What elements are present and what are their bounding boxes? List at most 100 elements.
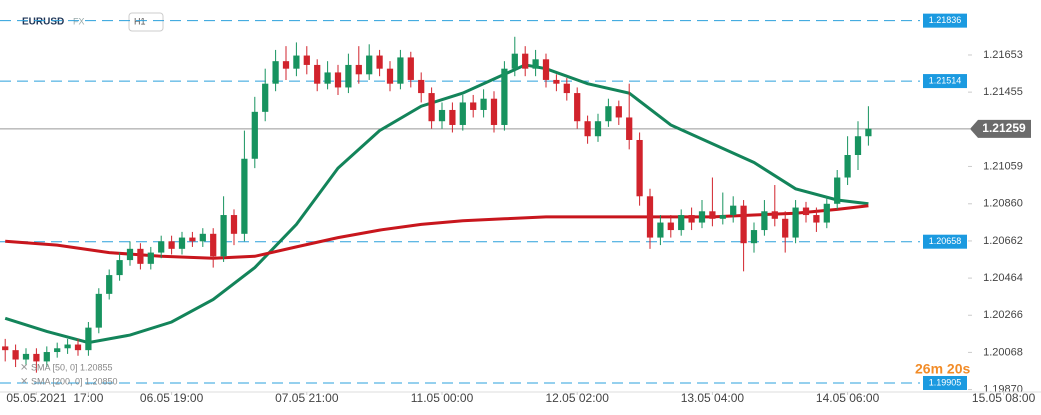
candle-body bbox=[345, 64, 352, 88]
candle-body bbox=[407, 57, 414, 80]
y-tick-label: 1.20860 bbox=[983, 198, 1023, 210]
candle-body bbox=[158, 241, 165, 253]
candle-body bbox=[366, 55, 373, 75]
candle-body bbox=[823, 203, 830, 223]
x-tick-label: 07.05 21:00 bbox=[275, 391, 339, 405]
candle-body bbox=[262, 83, 269, 112]
y-tick-label: 1.21059 bbox=[983, 160, 1023, 172]
x-tick-label: 12.05 02:00 bbox=[545, 391, 609, 405]
x-tick-label: 05.05.2021 bbox=[6, 391, 66, 405]
level-box bbox=[923, 375, 967, 390]
legend-icon: ✕ bbox=[20, 377, 28, 388]
candle-body bbox=[324, 72, 331, 84]
candle-body bbox=[282, 61, 290, 69]
candle-body bbox=[740, 205, 747, 244]
candle-body bbox=[480, 98, 487, 110]
candle-body bbox=[854, 136, 862, 155]
candle-body bbox=[428, 93, 435, 122]
legend-entry: SMA [50, 0] 1.20855 bbox=[31, 362, 113, 372]
candle-body bbox=[22, 353, 30, 360]
candle-body bbox=[771, 211, 778, 219]
candle-body bbox=[730, 205, 737, 216]
candle-body bbox=[553, 79, 560, 84]
candle-body bbox=[646, 196, 654, 238]
candle-body bbox=[490, 98, 498, 125]
sma-line bbox=[5, 204, 869, 260]
candle-body bbox=[74, 344, 82, 351]
interval-box[interactable] bbox=[128, 12, 164, 32]
candle-body bbox=[470, 102, 477, 110]
level-label: 1.21836 bbox=[929, 15, 962, 25]
candle-body bbox=[116, 260, 123, 276]
candle-body bbox=[210, 233, 217, 257]
candle-body bbox=[782, 218, 789, 238]
x-tick-label: 14.05 06:00 bbox=[816, 391, 880, 405]
candle-body bbox=[314, 64, 321, 84]
candle-body bbox=[241, 158, 248, 234]
candle-body bbox=[667, 222, 674, 231]
y-tick-label: 1.20662 bbox=[983, 235, 1023, 247]
candle-body bbox=[2, 346, 9, 351]
candle-body bbox=[293, 55, 300, 69]
candle-body bbox=[792, 207, 799, 238]
x-tick-label: 17:00 bbox=[73, 391, 103, 405]
candle-body bbox=[376, 55, 383, 69]
candle-body bbox=[12, 350, 19, 360]
candle-body bbox=[574, 93, 581, 122]
candle-body bbox=[594, 121, 602, 137]
candle-body bbox=[418, 79, 425, 94]
candle-body bbox=[865, 128, 872, 137]
candle-body bbox=[126, 248, 134, 261]
candle-body bbox=[678, 215, 685, 231]
candle-body bbox=[542, 59, 550, 80]
candle-body bbox=[459, 102, 466, 125]
y-tick-label: 1.21455 bbox=[983, 86, 1023, 98]
candle-body bbox=[750, 230, 758, 244]
candle-body bbox=[522, 53, 529, 69]
interval[interactable]: H1 bbox=[134, 16, 146, 26]
market: FX bbox=[73, 16, 85, 26]
x-tick-label: 15.05 08:00 bbox=[972, 391, 1036, 405]
candle-body bbox=[251, 111, 258, 159]
candle-body bbox=[688, 215, 695, 223]
candle-body bbox=[802, 207, 810, 216]
candle-body bbox=[761, 211, 768, 231]
countdown: 26m 20s bbox=[915, 361, 970, 377]
candle-body bbox=[137, 248, 144, 264]
y-tick-label: 1.20068 bbox=[983, 346, 1023, 358]
candle-body bbox=[178, 237, 186, 249]
level-box bbox=[923, 74, 967, 89]
candle-body bbox=[272, 61, 279, 84]
candle-body bbox=[106, 275, 113, 294]
candle-body bbox=[95, 293, 102, 328]
candle-body bbox=[168, 241, 175, 249]
x-tick-label: 11.05 00:00 bbox=[411, 391, 474, 405]
candle-body bbox=[386, 68, 394, 84]
candle-body bbox=[584, 121, 591, 137]
level-label: 1.21514 bbox=[929, 75, 962, 85]
candle-body bbox=[834, 177, 841, 204]
level-label: 1.19905 bbox=[929, 377, 962, 387]
candle-body bbox=[563, 83, 570, 94]
legend-entry: SMA [200, 0] 1.20850 bbox=[31, 376, 118, 386]
candle-body bbox=[501, 68, 508, 125]
candle-body bbox=[615, 106, 622, 118]
candle-body bbox=[449, 109, 456, 125]
candle-body bbox=[709, 211, 716, 219]
sma-line bbox=[4, 63, 869, 345]
level-box bbox=[923, 234, 967, 249]
x-tick-label: 06.05 19:00 bbox=[140, 391, 204, 405]
candle-body bbox=[532, 59, 539, 69]
candle-body bbox=[334, 72, 342, 88]
candle-body bbox=[636, 139, 643, 197]
level-label: 1.20658 bbox=[929, 236, 962, 246]
candle-body bbox=[64, 344, 71, 349]
y-tick-label: 1.20266 bbox=[983, 309, 1023, 321]
y-tick-label: 1.20464 bbox=[983, 272, 1023, 284]
candle-body bbox=[438, 109, 446, 122]
current-price-tag bbox=[970, 119, 1031, 138]
candle-body bbox=[189, 237, 196, 242]
candle-body bbox=[33, 353, 40, 362]
